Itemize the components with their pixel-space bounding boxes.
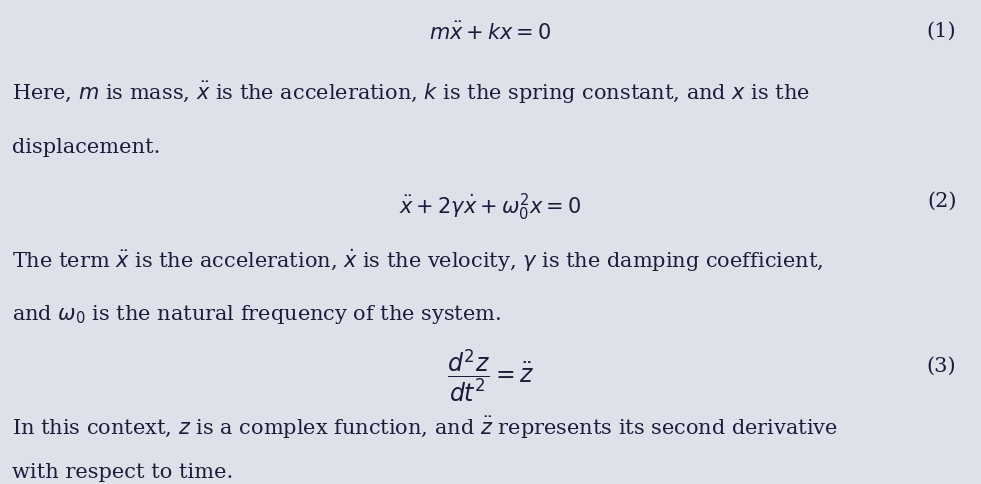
Text: with respect to time.: with respect to time. (12, 462, 233, 481)
Text: $\dfrac{d^2z}{dt^2} = \ddot{z}$: $\dfrac{d^2z}{dt^2} = \ddot{z}$ (447, 346, 534, 403)
Text: In this context, $z$ is a complex function, and $\ddot{z}$ represents its second: In this context, $z$ is a complex functi… (12, 414, 838, 440)
Text: and $\omega_0$ is the natural frequency of the system.: and $\omega_0$ is the natural frequency … (12, 302, 501, 325)
Text: The term $\ddot{x}$ is the acceleration, $\dot{x}$ is the velocity, $\gamma$ is : The term $\ddot{x}$ is the acceleration,… (12, 247, 823, 273)
Text: $\ddot{x} + 2\gamma\dot{x} + \omega_0^2 x = 0$: $\ddot{x} + 2\gamma\dot{x} + \omega_0^2 … (399, 191, 582, 222)
Text: displacement.: displacement. (12, 138, 160, 157)
Text: (2): (2) (927, 191, 956, 210)
Text: (1): (1) (927, 22, 956, 41)
Text: (3): (3) (927, 356, 956, 375)
Text: Here, $m$ is mass, $\ddot{x}$ is the acceleration, $k$ is the spring constant, a: Here, $m$ is mass, $\ddot{x}$ is the acc… (12, 80, 809, 106)
Text: $m\ddot{x} + kx = 0$: $m\ddot{x} + kx = 0$ (430, 22, 551, 44)
